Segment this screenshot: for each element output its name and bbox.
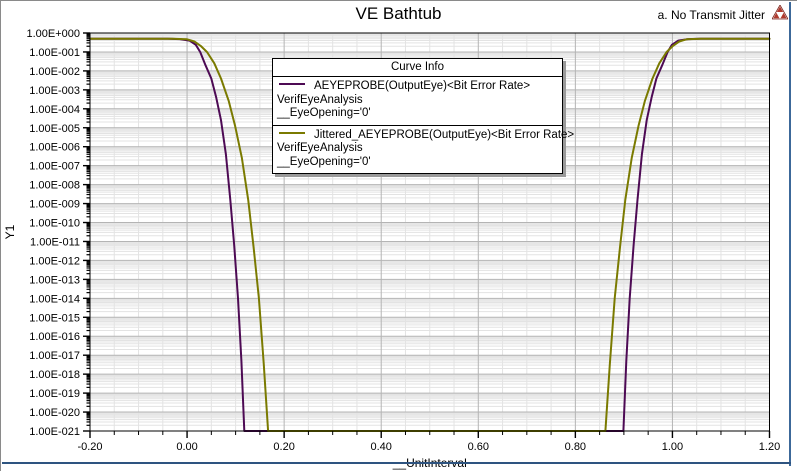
legend-entry: AEYEPROBE(OutputEye)<Bit Error Rate> Ver… — [273, 77, 562, 126]
y-tick-label: 1.00E-017 — [29, 350, 80, 362]
y-tick-label: 1.00E-009 — [29, 199, 80, 211]
y-tick-label: 1.00E-018 — [29, 369, 80, 381]
x-tick-label: 0.60 — [468, 441, 489, 453]
y-tick-label: 1.00E-008 — [29, 180, 80, 192]
legend-entry-sub: VerifEyeAnalysis — [277, 93, 363, 106]
page-title: VE Bathtub — [355, 4, 442, 23]
x-tick-label: 1.00 — [662, 441, 683, 453]
curve-swatch — [279, 83, 305, 86]
legend-title: Curve Info — [273, 59, 562, 77]
plot-annotation: a. No Transmit Jitter — [657, 8, 765, 22]
legend-entry-label: Jittered_AEYEPROBE(OutputEye)<Bit Error … — [314, 128, 575, 141]
y-tick-label: 1.00E-005 — [29, 123, 80, 135]
y-tick-label: 1.00E-006 — [29, 142, 80, 154]
y-tick-label: 1.00E-004 — [29, 104, 80, 116]
y-tick-label: 1.00E-020 — [29, 407, 80, 419]
y-tick-label: 1.00E-010 — [29, 218, 80, 230]
x-tick-label: 0.00 — [176, 441, 197, 453]
x-tick-label: 0.40 — [371, 441, 392, 453]
y-tick-label: 1.00E-016 — [29, 331, 80, 343]
x-tick-label: 0.20 — [273, 441, 294, 453]
legend-entry-sub: __EyeOpening='0' — [277, 107, 371, 119]
y-tick-label: 1.00E-007 — [29, 161, 80, 173]
window-border-right — [789, 2, 791, 466]
legend-entry-sub: __EyeOpening='0' — [277, 155, 371, 168]
legend-entry-label: AEYEPROBE(OutputEye)<Bit Error Rate> — [314, 80, 531, 92]
window-border-bottom — [2, 462, 791, 464]
y-tick-label: 1.00E-003 — [29, 85, 80, 97]
y-tick-label: 1.00E-014 — [29, 293, 80, 305]
y-tick-label: 1.00E-001 — [29, 47, 80, 59]
ansys-logo-icon — [771, 4, 789, 20]
window-border-top — [0, 0, 797, 1]
y-tick-label: 1.00E-012 — [29, 255, 80, 267]
curve-swatch — [279, 131, 305, 134]
y-tick-label: 1.00E+000 — [26, 28, 80, 40]
legend-entry-sub: VerifEyeAnalysis — [277, 142, 363, 154]
y-tick-label: 1.00E-013 — [29, 274, 80, 286]
x-tick-label: -0.20 — [77, 441, 102, 453]
legend-box[interactable]: Curve Info AEYEPROBE(OutputEye)<Bit Erro… — [272, 58, 574, 174]
window-border-left — [0, 0, 1, 471]
legend-entry: Jittered_AEYEPROBE(OutputEye)<Bit Error … — [273, 126, 574, 174]
y-tick-label: 1.00E-021 — [29, 426, 80, 438]
y-tick-label: 1.00E-019 — [29, 388, 80, 400]
y-axis-title: Y1 — [3, 224, 17, 239]
y-tick-label: 1.00E-015 — [29, 312, 80, 324]
y-tick-label: 1.00E-011 — [30, 236, 80, 248]
x-tick-label: 1.20 — [759, 441, 780, 453]
x-tick-label: 0.80 — [565, 441, 586, 453]
y-tick-label: 1.00E-002 — [29, 66, 80, 78]
